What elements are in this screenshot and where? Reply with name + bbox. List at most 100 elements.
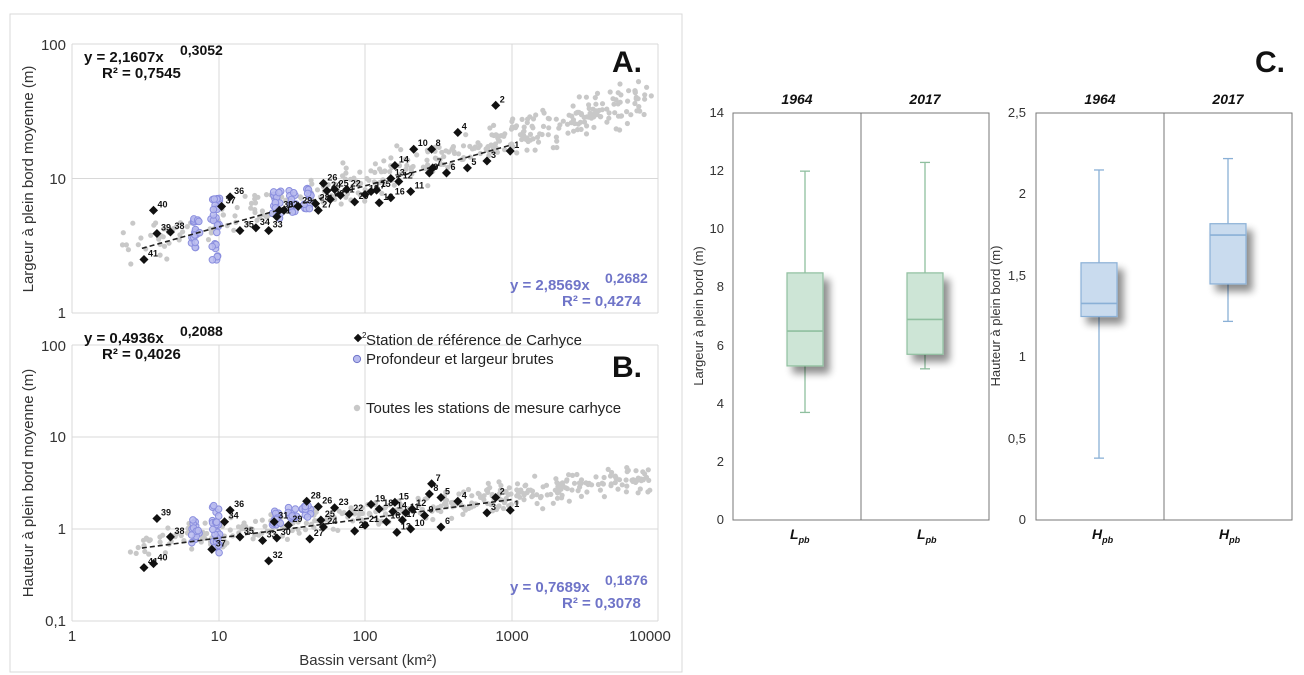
station-label: 40	[157, 199, 167, 209]
raw-point	[214, 541, 223, 550]
all-stations-point	[529, 488, 536, 494]
all-stations-point	[359, 505, 365, 511]
all-stations-point	[130, 220, 136, 226]
all-stations-point	[410, 163, 416, 170]
equation-exponent: 0,2088	[180, 323, 223, 339]
all-stations-point	[503, 489, 509, 495]
panel-b-trendline	[141, 498, 512, 549]
all-stations-point	[576, 94, 582, 100]
group-title-2017: 2017	[1211, 91, 1244, 107]
all-stations-point	[463, 132, 469, 138]
all-stations-point	[633, 468, 639, 474]
x-tick-label: 10000	[629, 628, 671, 645]
all-stations-point	[336, 508, 342, 514]
all-stations-point	[119, 242, 126, 248]
station-label: 33	[273, 220, 283, 230]
station-label: 30	[283, 199, 293, 209]
all-stations-point	[180, 229, 186, 235]
all-stations-point	[320, 199, 326, 205]
reference-station-point	[482, 508, 492, 518]
legend-item-raw: Profondeur et largeur brutes	[352, 351, 554, 368]
all-stations-point	[430, 516, 436, 523]
reference-station-point	[325, 194, 335, 204]
all-stations-point	[283, 197, 289, 203]
all-stations-point	[600, 481, 607, 487]
station-label: 35	[244, 526, 254, 536]
all-stations-point	[632, 90, 638, 96]
station-label: 7	[436, 473, 441, 483]
all-stations-point	[615, 101, 621, 107]
all-stations-point	[483, 146, 489, 152]
all-stations-point	[615, 90, 621, 96]
all-stations-point	[569, 487, 575, 493]
all-stations-point	[564, 486, 570, 492]
all-stations-point	[615, 486, 621, 492]
station-label: 15	[381, 179, 391, 189]
all-stations-point	[398, 171, 404, 177]
all-stations-point	[395, 506, 401, 512]
all-stations-point	[443, 148, 449, 154]
reference-station-point	[272, 533, 282, 543]
station-label: 4	[462, 121, 467, 131]
all-stations-point	[133, 550, 139, 557]
all-stations-point	[606, 115, 612, 121]
all-stations-point	[624, 120, 631, 127]
all-stations-point	[404, 162, 410, 169]
all-stations-point	[250, 536, 256, 542]
all-stations-point	[607, 89, 613, 95]
all-stations-point	[439, 149, 445, 155]
all-stations-point	[494, 149, 500, 155]
station-label: 21	[369, 514, 379, 524]
all-stations-point	[533, 112, 539, 118]
all-stations-point	[607, 473, 614, 479]
all-stations-point	[485, 486, 491, 492]
panel-a-equation-black: y = 2,1607x 0,3052 R² = 0,7545	[84, 42, 223, 82]
all-stations-point	[414, 152, 420, 158]
station-label: 18	[383, 192, 393, 202]
all-stations-point	[628, 112, 634, 118]
station-label: 19	[375, 493, 385, 503]
all-stations-point	[127, 549, 133, 555]
all-stations-point	[148, 232, 154, 238]
panel-b-y-ticks: 0,1 1 10 100	[41, 338, 66, 630]
station-label: 18	[383, 498, 393, 508]
all-stations-point	[514, 150, 520, 156]
all-stations-point	[584, 489, 590, 495]
station-label: 22	[353, 503, 363, 513]
all-stations-point	[613, 475, 619, 481]
all-stations-point	[262, 523, 268, 529]
all-stations-point	[623, 477, 629, 483]
all-stations-point	[601, 474, 607, 481]
station-label: 40	[157, 553, 167, 563]
all-stations-point	[284, 536, 290, 543]
all-stations-point	[372, 161, 378, 167]
all-stations-point	[598, 114, 604, 120]
all-stations-point	[438, 508, 444, 515]
legend-item-all: Toutes les stations de mesure carhyce	[353, 400, 621, 417]
all-stations-point	[586, 480, 592, 486]
all-stations-point	[235, 524, 242, 530]
reference-station-point	[251, 223, 261, 233]
legend-item-reference: 2 Station de référence de Carhyce	[353, 331, 582, 349]
all-stations-point	[645, 489, 651, 495]
all-stations-point	[485, 480, 491, 486]
all-stations-point	[424, 157, 430, 163]
raw-point	[213, 228, 221, 237]
y-ticks: 0 2 4 6 8 10 12 14	[710, 105, 724, 527]
all-stations-point	[591, 124, 597, 130]
all-stations-point	[205, 237, 212, 243]
all-stations-point	[491, 132, 497, 139]
all-stations-point	[382, 511, 389, 517]
reference-station-point	[165, 532, 175, 542]
y-tick-label: 2,5	[1008, 105, 1026, 120]
y-tick-label: 100	[41, 338, 66, 355]
panel-c-width-boxplot: 0 2 4 6 8 10 12 14 Largeur à plein bord …	[691, 91, 990, 545]
reference-station-point	[505, 505, 515, 515]
all-stations-point	[522, 483, 528, 489]
all-stations-point	[220, 212, 226, 218]
all-stations-point	[398, 147, 404, 153]
all-stations-point	[546, 125, 552, 131]
raw-point	[191, 238, 199, 247]
all-stations-point	[642, 96, 648, 102]
all-stations-point	[648, 93, 654, 99]
